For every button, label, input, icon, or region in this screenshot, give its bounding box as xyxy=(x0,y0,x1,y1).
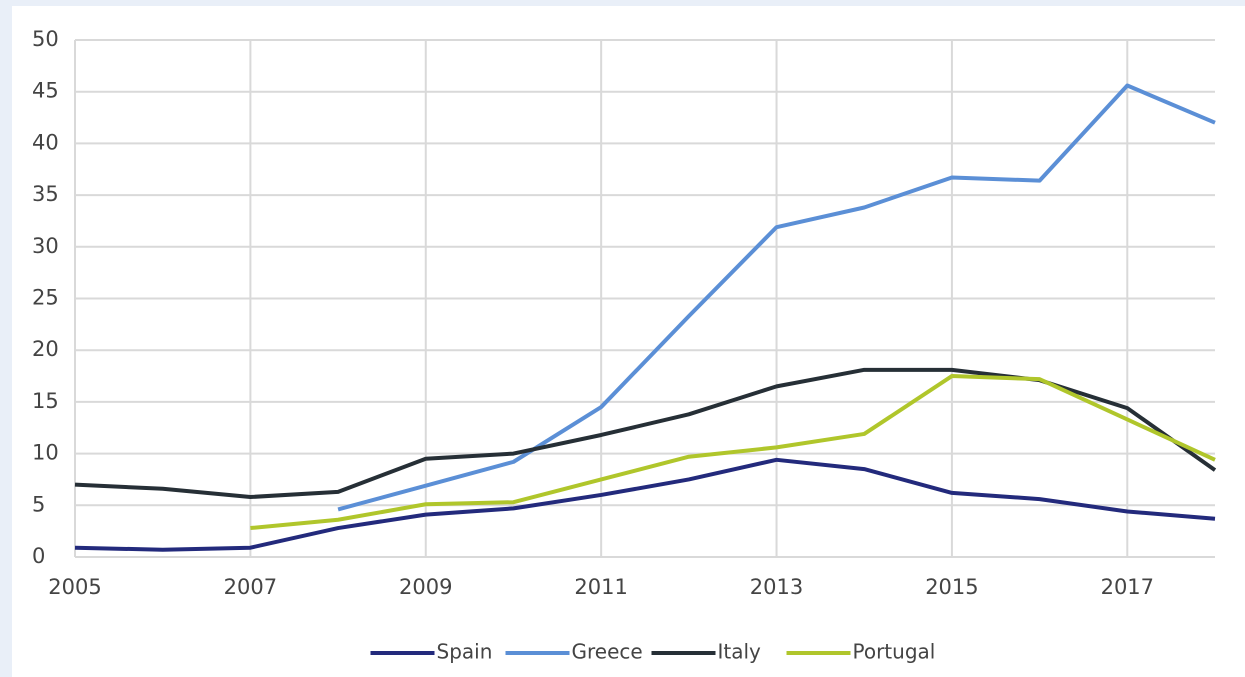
y-tick-label: 10 xyxy=(32,441,59,465)
chart-panel xyxy=(12,6,1245,677)
x-tick-label: 2013 xyxy=(750,575,803,599)
x-tick-label: 2017 xyxy=(1101,575,1154,599)
x-tick-label: 2005 xyxy=(48,575,101,599)
series-line xyxy=(337,83,1216,512)
y-tick-label: 35 xyxy=(32,182,59,206)
y-tick-label: 15 xyxy=(32,389,59,413)
y-tick-label: 30 xyxy=(32,234,59,258)
series-line xyxy=(74,457,1216,552)
legend: Spain Greece Italy Portugal xyxy=(370,640,936,664)
x-tick-label: 2011 xyxy=(574,575,627,599)
y-tick-label: 45 xyxy=(32,79,59,103)
y-tick-label: 0 xyxy=(32,544,45,568)
y-tick-label: 20 xyxy=(32,337,59,361)
legend-label: Portugal xyxy=(853,640,936,664)
x-tick-label: 2009 xyxy=(399,575,452,599)
y-tick-label: 5 xyxy=(32,492,45,516)
series-line xyxy=(250,374,1216,531)
x-tick-label: 2015 xyxy=(925,575,978,599)
legend-label: Spain xyxy=(437,640,493,664)
y-tick-label: 25 xyxy=(32,286,59,310)
x-tick-label: 2007 xyxy=(224,575,277,599)
y-tick-label: 50 xyxy=(32,27,59,51)
y-tick-label: 40 xyxy=(32,130,59,154)
legend-label: Greece xyxy=(572,640,643,664)
legend-label: Italy xyxy=(718,640,762,664)
